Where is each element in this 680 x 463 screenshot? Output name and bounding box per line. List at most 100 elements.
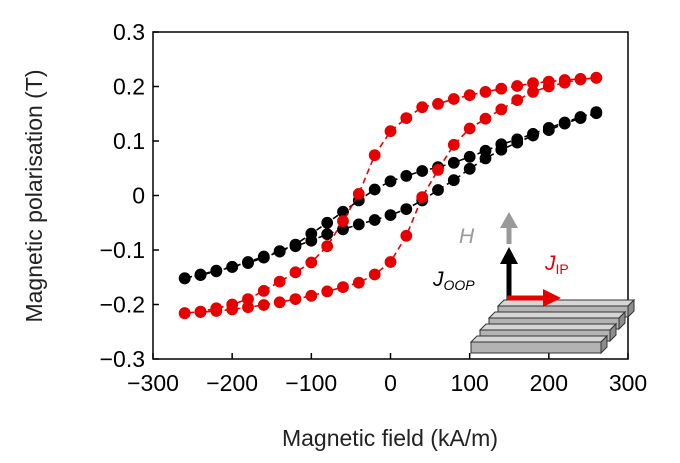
data-point — [542, 124, 555, 137]
ip-label-main: J — [544, 252, 556, 275]
data-point — [226, 260, 239, 273]
data-point — [590, 107, 603, 120]
data-point — [273, 275, 286, 288]
data-point — [337, 215, 349, 227]
x-tick-label: 100 — [450, 370, 488, 396]
data-point — [337, 281, 349, 293]
data-point — [321, 228, 334, 241]
data-point — [463, 150, 476, 163]
data-point — [400, 203, 413, 215]
series-line — [184, 77, 597, 314]
data-point — [463, 89, 476, 102]
series-1 — [178, 107, 603, 285]
data-point — [400, 169, 413, 182]
sample-strip-stack — [469, 298, 636, 355]
data-point — [273, 245, 286, 258]
y-tick-label: 0.2 — [113, 74, 145, 100]
data-point — [352, 187, 365, 200]
oop-label-main: J — [432, 268, 444, 291]
y-tick-label: 0.1 — [113, 128, 145, 154]
data-point — [257, 299, 270, 311]
x-tick-label: 200 — [530, 370, 568, 396]
data-point — [479, 152, 492, 165]
data-point — [495, 143, 508, 156]
data-point — [590, 71, 603, 84]
data-point — [257, 251, 270, 264]
data-point — [273, 296, 286, 309]
data-point — [305, 289, 318, 302]
data-point — [479, 86, 492, 98]
y-axis-title: Magnetic polarisation (T) — [21, 69, 47, 322]
oop-label-sub: OOP — [444, 277, 476, 293]
data-point — [511, 80, 524, 92]
series-line — [184, 77, 597, 314]
y-tick-label: −0.1 — [100, 237, 145, 263]
data-point — [321, 285, 334, 298]
data-point — [289, 266, 302, 279]
series-3 — [178, 71, 603, 320]
data-point — [352, 276, 365, 289]
data-point — [400, 229, 413, 242]
data-point — [574, 73, 587, 86]
y-tick-label: 0 — [132, 183, 145, 209]
data-point — [400, 112, 413, 124]
data-point — [447, 138, 460, 151]
ip-label: JIP — [544, 252, 569, 277]
data-point — [368, 149, 381, 162]
data-point — [416, 191, 429, 203]
oop-arrow — [500, 247, 518, 300]
data-point — [416, 165, 429, 177]
data-point — [210, 265, 223, 278]
x-tick-label: 300 — [609, 370, 647, 396]
data-point — [463, 122, 476, 135]
data-point — [368, 268, 381, 281]
data-point — [558, 117, 571, 130]
data-point — [527, 129, 539, 142]
x-axis: −300 −200 −100 0 100 200 300 — [127, 353, 647, 396]
data-point — [511, 94, 524, 106]
data-point — [178, 307, 191, 320]
data-point — [210, 305, 223, 317]
data-point — [447, 93, 460, 105]
data-point — [542, 80, 555, 93]
data-point — [384, 209, 397, 221]
data-point — [511, 136, 524, 149]
data-point — [194, 306, 207, 318]
data-point — [305, 234, 318, 247]
data-point — [289, 293, 302, 305]
field-arrow — [500, 212, 518, 244]
x-tick-label: −300 — [127, 370, 179, 396]
data-point — [495, 82, 508, 95]
data-point — [479, 112, 492, 125]
data-point — [384, 256, 397, 268]
data-point — [226, 303, 239, 316]
data-point — [558, 76, 571, 89]
field-label: H — [459, 225, 475, 248]
data-point — [463, 162, 476, 175]
data-point — [257, 284, 270, 297]
data-point — [242, 301, 254, 314]
data-point — [495, 103, 508, 116]
data-point — [384, 125, 397, 138]
data-point — [321, 240, 334, 253]
y-axis: −0.3 −0.2 −0.1 0 0.1 0.2 0.3 — [100, 19, 159, 372]
data-point — [242, 257, 254, 269]
data-point — [321, 216, 334, 229]
data-point — [447, 174, 460, 187]
data-point — [447, 156, 460, 169]
data-point — [527, 86, 539, 98]
data-point — [432, 184, 444, 196]
x-axis-title: Magnetic field (kA/m) — [282, 425, 498, 451]
data-point — [305, 256, 318, 269]
y-tick-label: −0.2 — [100, 292, 145, 318]
data-point — [432, 98, 444, 110]
series-layer — [178, 71, 603, 320]
y-tick-label: 0.3 — [113, 19, 145, 45]
x-tick-label: −100 — [285, 370, 337, 396]
data-point — [178, 272, 191, 285]
data-point — [574, 112, 587, 124]
oop-label: JOOP — [432, 268, 475, 293]
data-point — [194, 269, 207, 281]
data-point — [416, 101, 429, 114]
